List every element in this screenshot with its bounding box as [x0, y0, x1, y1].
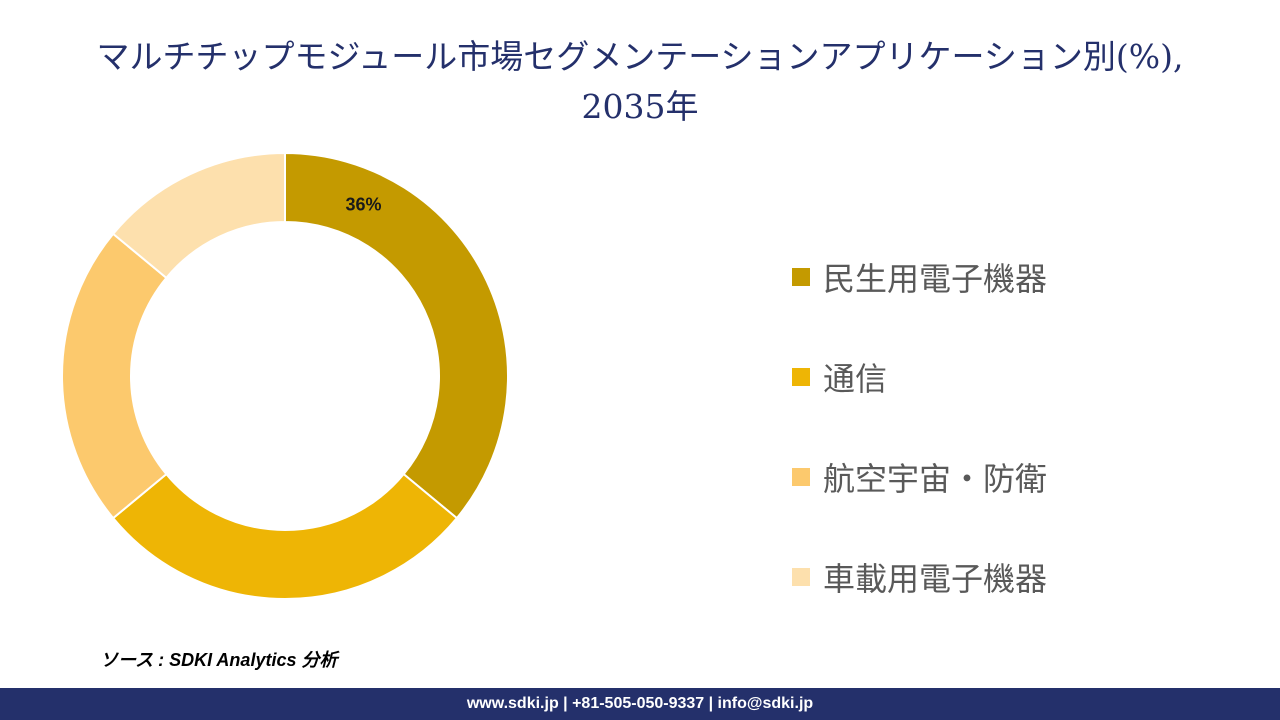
source-note: ソース : SDKI Analytics 分析 — [100, 650, 338, 670]
donut-slice-1 — [284, 151, 509, 520]
legend-label-1: 民生用電子機器 — [823, 260, 1048, 298]
chart-title: マルチチップモジュール市場セグメンテーションアプリケーション別(%), 2035… — [0, 32, 1280, 132]
legend-label-2: 通信 — [823, 360, 888, 398]
legend-swatch-1 — [792, 268, 810, 286]
donut-slice-2 — [111, 472, 459, 600]
legend-item-2: 通信 — [792, 352, 1047, 402]
legend-label-3: 航空宇宙・防衛 — [823, 460, 1048, 498]
chart-title-line-2: 2035年 — [581, 87, 699, 126]
legend-label-4: 車載用電子機器 — [823, 560, 1048, 598]
chart-legend: 民生用電子機器 通信航空宇宙・防衛 車載用電子機器 — [792, 252, 1047, 652]
legend-item-4: 車載用電子機器 — [792, 552, 1047, 602]
donut-slice-4 — [111, 151, 286, 280]
chart-title-line-1: マルチチップモジュール市場セグメンテーションアプリケーション別(%), — [96, 37, 1184, 76]
donut-slice-3 — [61, 232, 168, 520]
legend-item-1: 民生用電子機器 — [792, 252, 1047, 302]
legend-swatch-4 — [792, 568, 810, 586]
legend-swatch-2 — [792, 368, 810, 386]
legend-swatch-3 — [792, 468, 810, 486]
data-label-1: 36% — [346, 195, 382, 215]
legend-item-3: 航空宇宙・防衛 — [792, 452, 1047, 502]
donut-chart: 36% — [61, 151, 509, 600]
footer-contact-bar: www.sdki.jp | +81-505-050-9337 | info@sd… — [0, 688, 1280, 720]
